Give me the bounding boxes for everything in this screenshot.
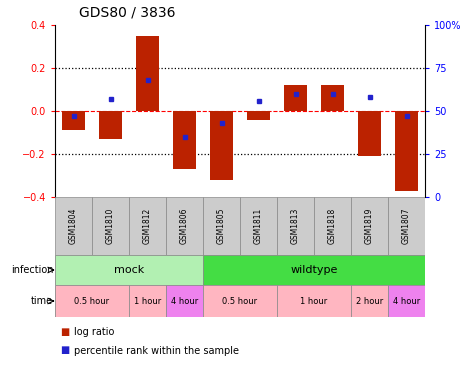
Text: GSM1805: GSM1805 bbox=[217, 208, 226, 244]
Bar bbox=[388, 285, 425, 317]
Bar bbox=[129, 197, 166, 255]
Text: infection: infection bbox=[10, 265, 53, 275]
Text: GSM1804: GSM1804 bbox=[69, 208, 78, 244]
Bar bbox=[395, 111, 418, 191]
Bar bbox=[314, 197, 351, 255]
Text: percentile rank within the sample: percentile rank within the sample bbox=[74, 346, 239, 355]
Bar bbox=[129, 285, 166, 317]
Bar bbox=[62, 111, 85, 130]
Text: GDS80 / 3836: GDS80 / 3836 bbox=[79, 6, 175, 20]
Bar bbox=[240, 197, 277, 255]
Bar bbox=[173, 111, 196, 169]
Bar bbox=[277, 285, 351, 317]
Bar bbox=[277, 197, 314, 255]
Bar bbox=[210, 111, 233, 180]
Bar bbox=[203, 285, 277, 317]
Text: mock: mock bbox=[114, 265, 144, 275]
Text: GSM1807: GSM1807 bbox=[402, 208, 411, 244]
Bar bbox=[166, 285, 203, 317]
Text: GSM1806: GSM1806 bbox=[180, 208, 189, 244]
Text: 1 hour: 1 hour bbox=[134, 296, 161, 306]
Text: 0.5 hour: 0.5 hour bbox=[222, 296, 257, 306]
Text: GSM1812: GSM1812 bbox=[143, 208, 152, 244]
Bar bbox=[247, 111, 270, 120]
Bar bbox=[322, 85, 343, 111]
Text: 2 hour: 2 hour bbox=[356, 296, 383, 306]
Text: GSM1818: GSM1818 bbox=[328, 208, 337, 244]
Text: GSM1811: GSM1811 bbox=[254, 208, 263, 244]
Text: 0.5 hour: 0.5 hour bbox=[75, 296, 110, 306]
Text: 1 hour: 1 hour bbox=[300, 296, 328, 306]
Text: 4 hour: 4 hour bbox=[393, 296, 420, 306]
Bar bbox=[203, 197, 240, 255]
Text: GSM1813: GSM1813 bbox=[291, 208, 300, 244]
Bar bbox=[55, 255, 203, 285]
Bar bbox=[351, 285, 388, 317]
Bar bbox=[351, 197, 388, 255]
Bar bbox=[203, 255, 425, 285]
Text: GSM1810: GSM1810 bbox=[106, 208, 115, 244]
Bar bbox=[285, 85, 306, 111]
Bar bbox=[99, 111, 122, 139]
Bar bbox=[359, 111, 380, 156]
Text: ■: ■ bbox=[60, 346, 69, 355]
Text: 4 hour: 4 hour bbox=[171, 296, 198, 306]
Text: ■: ■ bbox=[60, 328, 69, 337]
Text: wildtype: wildtype bbox=[290, 265, 338, 275]
Bar bbox=[55, 197, 92, 255]
Bar bbox=[92, 197, 129, 255]
Text: log ratio: log ratio bbox=[74, 328, 114, 337]
Bar bbox=[388, 197, 425, 255]
Bar bbox=[55, 285, 129, 317]
Text: GSM1819: GSM1819 bbox=[365, 208, 374, 244]
Bar bbox=[136, 36, 159, 111]
Bar bbox=[166, 197, 203, 255]
Text: time: time bbox=[31, 296, 53, 306]
